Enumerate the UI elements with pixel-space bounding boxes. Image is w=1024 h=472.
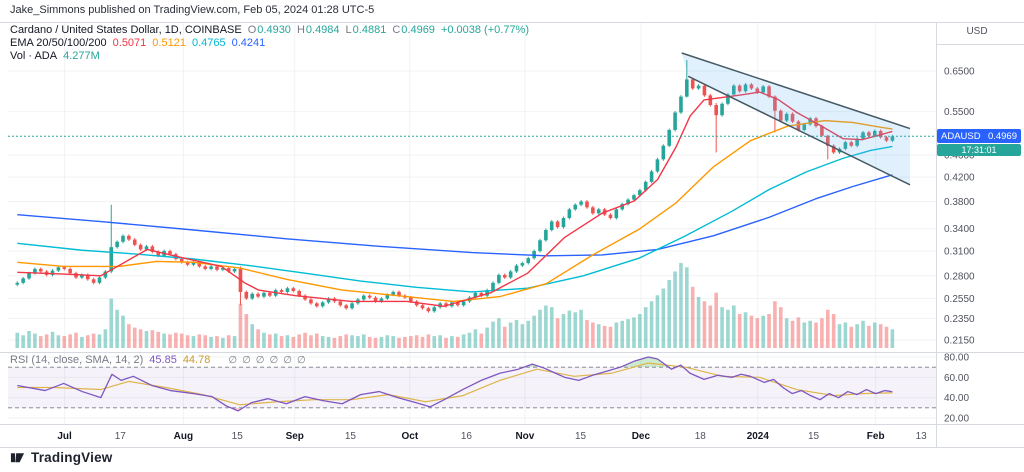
hidden-plot-icon[interactable]: ∅	[296, 355, 306, 366]
price-axis-unit[interactable]: USD	[966, 26, 988, 37]
ema-legend[interactable]: EMA 20/50/100/200 0.5071 0.5121 0.4765 0…	[10, 37, 265, 50]
rsi-ma-value: 44.78	[182, 354, 211, 366]
svg-text:0.2150: 0.2150	[944, 336, 975, 347]
svg-text:Nov: Nov	[515, 431, 534, 442]
ema100-value: 0.4765	[191, 37, 226, 49]
svg-text:15: 15	[345, 431, 357, 442]
publisher-line: Jake_Simmons published on TradingView.co…	[10, 4, 375, 16]
svg-text:0.3800: 0.3800	[944, 197, 975, 208]
svg-text:Jul: Jul	[57, 431, 72, 442]
svg-text:40.00: 40.00	[944, 393, 969, 404]
rsi-layer	[8, 356, 936, 412]
hidden-plot-icon[interactable]: ∅	[269, 355, 279, 366]
ema50-value: 0.5121	[152, 37, 186, 49]
svg-text:0.3400: 0.3400	[944, 224, 975, 235]
svg-text:15: 15	[575, 431, 587, 442]
last-price-badge: ADAUSD 0.4969	[937, 129, 1021, 143]
ema20-value: 0.5071	[112, 37, 147, 49]
svg-text:17: 17	[115, 431, 127, 442]
svg-text:Aug: Aug	[174, 431, 193, 442]
change-value: +0.0038 (+0.77%)	[440, 24, 530, 36]
ohlc-open: O 0.4930	[247, 24, 291, 36]
ohlc-high: H 0.4984	[296, 24, 340, 36]
grid-layer	[8, 22, 936, 424]
tradingview-logo-icon	[10, 453, 25, 463]
ohlc-low: L 0.4881	[345, 24, 387, 36]
volume-legend[interactable]: Vol · ADA 4.277M	[10, 50, 100, 63]
bar-countdown-badge: 17:31:01	[937, 144, 1021, 156]
symbol-title: Cardano / United States Dollar, 1D, COIN…	[10, 24, 242, 36]
svg-text:0.2550: 0.2550	[944, 294, 975, 305]
ohlc-close: C 0.4969	[392, 24, 435, 36]
symbol-legend[interactable]: Cardano / United States Dollar, 1D, COIN…	[10, 24, 529, 37]
svg-text:Oct: Oct	[401, 431, 418, 442]
svg-text:Sep: Sep	[286, 431, 304, 442]
svg-text:0.4200: 0.4200	[944, 173, 975, 184]
last-price-symbol: ADAUSD	[941, 130, 981, 142]
hidden-plot-icon[interactable]: ∅	[228, 355, 238, 366]
rsi-value: 45.85	[149, 354, 177, 366]
svg-text:Feb: Feb	[867, 431, 885, 442]
volume-label: Vol · ADA	[10, 50, 58, 62]
svg-text:0.5500: 0.5500	[944, 107, 975, 118]
axis-layer[interactable]: 0.6500 0.5500 0.4600 0.4200 0.3800 0.3400 0.31…	[0, 22, 1024, 448]
ema200-value: 0.4241	[231, 37, 266, 49]
tradingview-logo[interactable]: TradingView	[10, 450, 112, 465]
svg-text:0.3100: 0.3100	[944, 247, 975, 258]
svg-text:80.00: 80.00	[944, 353, 969, 364]
last-price-value: 0.4969	[987, 130, 1017, 142]
svg-text:15: 15	[232, 431, 244, 442]
svg-text:18: 18	[695, 431, 707, 442]
svg-text:2024: 2024	[747, 431, 770, 442]
hidden-plot-icon[interactable]: ∅	[283, 355, 292, 366]
volume-value: 4.277M	[63, 50, 100, 62]
ema-label: EMA 20/50/100/200	[10, 37, 107, 49]
volume-layer	[15, 263, 895, 348]
svg-text:0.2350: 0.2350	[944, 314, 975, 325]
svg-text:20.00: 20.00	[944, 414, 969, 425]
hidden-plot-icon[interactable]: ∅	[255, 355, 265, 366]
hidden-plot-icon[interactable]: ∅	[242, 355, 251, 366]
svg-text:0.2800: 0.2800	[944, 271, 975, 282]
rsi-label: RSI (14, close, SMA, 14, 2)	[10, 354, 144, 366]
svg-text:0.6500: 0.6500	[944, 67, 975, 78]
indicators-layer	[8, 91, 936, 307]
svg-text:16: 16	[461, 431, 473, 442]
drawings-layer[interactable]	[681, 52, 911, 186]
svg-text:0.4600: 0.4600	[944, 151, 975, 162]
svg-text:Dec: Dec	[632, 431, 651, 442]
tradingview-wordmark: TradingView	[31, 450, 113, 465]
svg-text:15: 15	[808, 431, 820, 442]
hidden-plots: ∅ ∅ ∅ ∅ ∅ ∅	[228, 354, 305, 367]
svg-text:60.00: 60.00	[944, 373, 969, 384]
svg-text:13: 13	[916, 431, 928, 442]
rsi-legend[interactable]: RSI (14, close, SMA, 14, 2) 45.85 44.78 …	[10, 354, 306, 367]
